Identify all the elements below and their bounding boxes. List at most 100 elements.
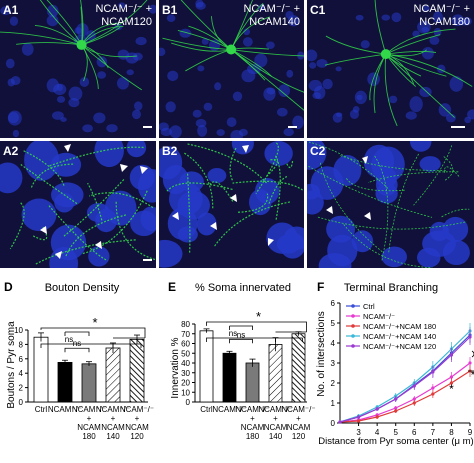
ns-label: ns (237, 330, 245, 339)
y-tick-label: 3 (331, 359, 336, 368)
nucleus (316, 58, 328, 68)
x-tick-label: 5 (393, 428, 398, 437)
chart-terminal-branching: F Terminal Branching No. of intersection… (316, 280, 474, 447)
nucleus (335, 66, 342, 72)
axon (343, 224, 433, 268)
x-tick-label: + (273, 414, 278, 423)
ns-label: ns (65, 335, 73, 344)
x-tick-label: NCAM⁻/⁻ (235, 405, 269, 414)
series-line (339, 370, 471, 423)
dendrite (81, 25, 124, 46)
arrowheads (172, 145, 274, 246)
x-tick-label: + (111, 414, 116, 423)
nucleus (134, 101, 143, 111)
ns-label: ns (229, 329, 237, 338)
nucleus (137, 169, 156, 203)
bar (222, 352, 237, 403)
dendrite (385, 50, 437, 55)
nucleus (449, 76, 464, 92)
dendrite (385, 49, 427, 57)
x-tick-label: Ctrl (35, 405, 48, 414)
x-tick-label: 4 (375, 428, 380, 437)
data-point (412, 384, 416, 388)
dendrite (231, 47, 269, 50)
nucleus (388, 95, 398, 104)
dendrite (230, 49, 304, 111)
chart-soma-innervated: E % Soma innervated Innervation % 010203… (168, 280, 316, 441)
y-tick-label: 70 (181, 330, 190, 339)
nucleus (292, 115, 304, 130)
bar (81, 363, 97, 403)
ns-bracket (64, 347, 90, 353)
legend-marker (351, 334, 355, 338)
dendrite (188, 25, 232, 50)
dendrite (34, 25, 82, 46)
nucleus (421, 5, 430, 12)
axon (65, 214, 128, 257)
micrograph-a1: A1 NCAM⁻/⁻ + NCAM120 (0, 0, 156, 138)
nucleus (167, 207, 198, 241)
nucleus (285, 11, 294, 19)
y-tick-label: 2 (19, 384, 24, 393)
significance-bracket (206, 321, 307, 333)
nucleus (208, 39, 221, 52)
nucleus (97, 71, 107, 79)
axon (285, 160, 294, 169)
nucleus (159, 47, 166, 57)
y-axis-label: No. of intersections (316, 311, 327, 397)
nucleus (432, 11, 444, 24)
panel-b1-line2: NCAM140 (249, 16, 300, 28)
nucleus (464, 116, 472, 124)
legend-marker (351, 344, 355, 348)
nucleus (5, 58, 15, 69)
nucleus (307, 49, 318, 62)
nucleus (231, 141, 254, 155)
dendrite (80, 0, 84, 46)
nucleus (442, 239, 470, 266)
dendrite (180, 0, 232, 50)
dendrite (325, 35, 386, 55)
significance-bracket (40, 327, 146, 339)
chart-title: Terminal Branching (344, 282, 438, 294)
scale-bar (143, 126, 152, 128)
dendrite (177, 30, 232, 50)
x-tick-label: NCAM⁻/⁻ (48, 405, 82, 414)
nucleus (318, 252, 352, 268)
x-tick-label: 180 (82, 432, 96, 441)
x-tick-label: NCAM (287, 423, 311, 432)
bar (105, 347, 121, 403)
micrograph-a2: A2 (0, 141, 156, 268)
axon (255, 142, 279, 194)
data-point (356, 419, 361, 423)
panel-label-b2: B2 (162, 144, 178, 158)
x-tick-label: Ctrl (200, 405, 213, 414)
dendrite (162, 37, 232, 50)
nucleus (314, 85, 326, 100)
panel-a1-line2: NCAM120 (101, 16, 152, 28)
chart-bouton-density: D Bouton Density Boutons / Pyr soma 0 2 4 6… (4, 280, 154, 441)
data-point (375, 407, 379, 411)
nucleus (332, 112, 343, 123)
x-tick-label: NCAM⁻/⁻ (72, 405, 106, 414)
significance-star: * (92, 315, 97, 330)
panel-label-a1: A1 (3, 3, 19, 17)
dendrite (385, 53, 416, 87)
axon (35, 239, 136, 265)
y-tick-label: 2 (331, 379, 336, 388)
data-point (449, 353, 454, 357)
nucleus (419, 156, 441, 172)
nucleus (116, 76, 130, 90)
nucleus (451, 14, 465, 27)
dendrite (385, 28, 456, 55)
bar (291, 333, 306, 403)
y-tick-label: 50 (181, 349, 190, 358)
nucleus (49, 246, 79, 268)
data-point (375, 415, 379, 419)
nucleus (421, 46, 434, 60)
dendrite (16, 42, 82, 46)
nucleus (203, 102, 213, 111)
x-tick-label: NCAM (77, 423, 101, 432)
nucleus (419, 86, 432, 98)
nucleus (243, 28, 251, 36)
